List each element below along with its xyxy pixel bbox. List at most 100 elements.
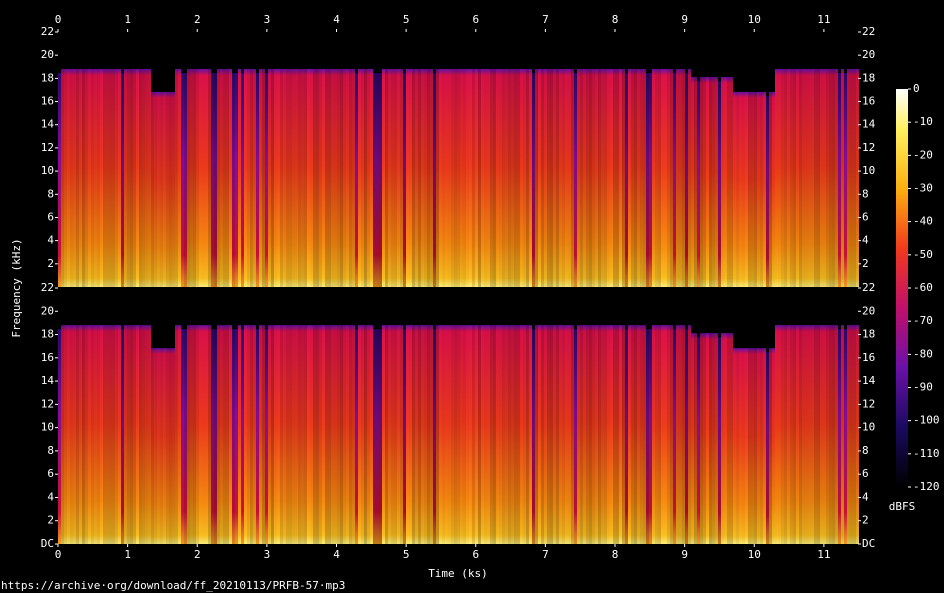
spectrum-column [589, 68, 592, 287]
spectrum-column [388, 68, 391, 287]
y-tick-label: 14 [862, 374, 876, 387]
spectrum-column [247, 325, 250, 544]
spectrum-column [250, 325, 253, 544]
spectrum-column [415, 68, 418, 287]
x-tick-label: 5 [403, 13, 410, 26]
spectrum-column [391, 68, 394, 287]
spectrum-column [493, 68, 496, 287]
spectrum-column [343, 68, 346, 287]
y-tick-label: 12 [41, 397, 54, 410]
spectrum-column [565, 68, 568, 287]
spectrum-column [799, 325, 802, 544]
spectrum-column [295, 325, 298, 544]
spectrum-column [211, 72, 214, 287]
spectrum-column [856, 325, 859, 544]
spectrum-column [172, 348, 175, 544]
spectrum-column [343, 325, 346, 544]
spectrum-column [208, 68, 211, 287]
spectrum-column [634, 68, 637, 287]
spectrum-column [139, 325, 142, 544]
spectrum-column [61, 325, 64, 544]
y-tick-label: 22 [41, 25, 54, 38]
spectrum-column [298, 325, 301, 544]
spectrum-column [523, 68, 526, 287]
spectrum-column [715, 76, 718, 287]
spectrum-column [451, 68, 454, 287]
spectrum-column [334, 325, 337, 544]
spectrum-column [733, 348, 736, 544]
spectrum-column [514, 325, 517, 544]
colorbar-tick-label: -80 [913, 347, 933, 360]
spectrum-column [472, 325, 475, 544]
spectrum-column [631, 68, 634, 287]
x-tick-label: 6 [472, 13, 479, 26]
spectrum-column [352, 325, 355, 544]
spectrum-column [472, 68, 475, 287]
spectrum-column [724, 333, 727, 544]
spectrum-column [334, 68, 337, 287]
spectrum-column [217, 68, 220, 287]
spectrum-column [364, 325, 367, 544]
spectrum-column [508, 68, 511, 287]
spectrum-column [685, 329, 688, 544]
spectrum-column [205, 68, 208, 287]
spectrum-column [148, 325, 151, 544]
spectrum-column [382, 325, 385, 544]
spectrum-column [205, 325, 208, 544]
spectrum-column [463, 325, 466, 544]
spectrum-column [793, 68, 796, 287]
spectrum-column [640, 325, 643, 544]
colorbar-tick-label: -120 [913, 480, 940, 493]
spectrum-column [154, 348, 157, 544]
spectrum-column [376, 72, 379, 287]
x-tick-label: 4 [333, 548, 340, 561]
y-tick-label: 10 [862, 164, 875, 177]
spectrum-column [103, 325, 106, 544]
spectrum-column [256, 72, 259, 287]
spectrum-column [592, 325, 595, 544]
spectrum-column [76, 325, 79, 544]
spectrum-column [265, 72, 268, 287]
spectrum-column [70, 68, 73, 287]
spectrum-column [229, 325, 232, 544]
spectrum-column [850, 325, 853, 544]
spectrum-column [613, 68, 616, 287]
colorbar-tick-label: -30 [913, 182, 933, 195]
spectrum-column [199, 325, 202, 544]
spectrum-column [817, 68, 820, 287]
spectrum-column [466, 325, 469, 544]
spectrum-column [679, 325, 682, 544]
spectrum-column [649, 329, 652, 544]
spectrum-column [220, 68, 223, 287]
spectrum-column [190, 68, 193, 287]
spectrum-column [67, 68, 70, 287]
spectrum-column [412, 68, 415, 287]
spectrum-column [124, 68, 127, 287]
spectrum-column [670, 325, 673, 544]
x-tick-label: 11 [817, 13, 830, 26]
spectrum-column [187, 68, 190, 287]
spectrum-column [67, 325, 70, 544]
spectrum-column [841, 68, 844, 287]
spectrum-column [424, 325, 427, 544]
spectrum-column [583, 325, 586, 544]
spectrum-column [196, 68, 199, 287]
spectrum-column [622, 68, 625, 287]
spectrum-column [805, 68, 808, 287]
spectrum-column [841, 325, 844, 544]
spectrum-column [418, 68, 421, 287]
spectrum-column [193, 325, 196, 544]
spectrum-column [331, 325, 334, 544]
spectrum-column [64, 325, 67, 544]
spectrum-column [82, 68, 85, 287]
spectrum-column [790, 68, 793, 287]
spectrum-column [811, 68, 814, 287]
y-tick-label: 22 [862, 25, 875, 38]
spectrum-column [166, 348, 169, 544]
spectrum-column [133, 68, 136, 287]
spectrum-column [787, 325, 790, 544]
spectrum-column [145, 325, 148, 544]
spectrum-column [532, 329, 535, 544]
spectrum-column [529, 68, 532, 287]
spectrum-column [100, 68, 103, 287]
